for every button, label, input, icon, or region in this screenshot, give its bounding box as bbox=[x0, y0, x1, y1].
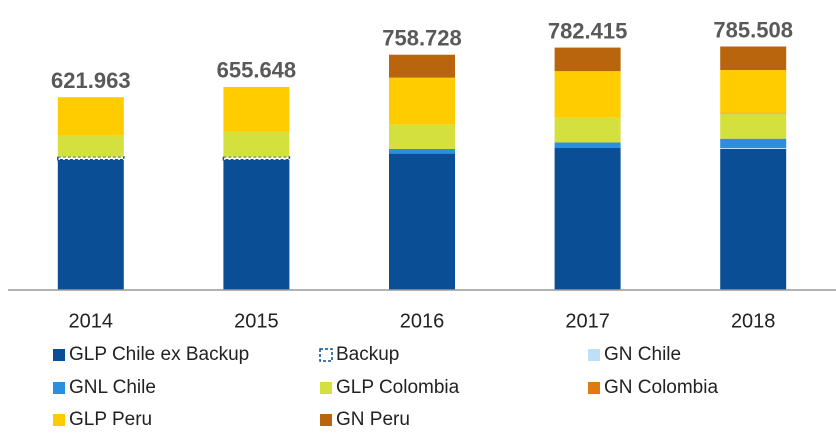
legend-swatch bbox=[53, 382, 65, 394]
legend-label: GLP Chile ex Backup bbox=[69, 344, 249, 365]
bar-segment bbox=[223, 86, 290, 132]
legend-swatch bbox=[320, 414, 332, 426]
legend-swatch bbox=[320, 382, 332, 394]
bar-segment bbox=[720, 46, 787, 71]
bar-segment bbox=[720, 113, 787, 139]
x-tick-label: 2015 bbox=[234, 310, 279, 332]
legend-label: GNL Chile bbox=[69, 377, 156, 398]
bar-segment bbox=[389, 148, 455, 154]
bar-segment bbox=[389, 124, 455, 149]
bar-segment bbox=[389, 77, 455, 125]
bar-segment bbox=[223, 159, 290, 290]
bar-segment bbox=[389, 54, 455, 78]
bar-segment bbox=[720, 138, 787, 149]
x-tick-label: 2016 bbox=[400, 310, 445, 332]
bar-segment bbox=[554, 142, 621, 149]
bar-segment bbox=[222, 155, 291, 161]
x-tick-label: 2014 bbox=[69, 310, 114, 332]
total-label: 655.648 bbox=[217, 58, 297, 83]
total-label: 621.963 bbox=[51, 68, 131, 93]
bar-segment bbox=[720, 148, 787, 149]
bar-segment bbox=[720, 148, 787, 290]
legend-label: Backup bbox=[336, 344, 399, 365]
legend-swatch bbox=[319, 348, 333, 362]
legend-label: GN Colombia bbox=[604, 377, 718, 398]
bar-segment bbox=[389, 153, 455, 290]
bar-segment bbox=[57, 97, 124, 136]
x-tick-label: 2017 bbox=[565, 310, 610, 332]
legend-label: GLP Peru bbox=[69, 409, 152, 430]
legend-label: GN Peru bbox=[336, 409, 410, 430]
legend-label: GLP Colombia bbox=[336, 377, 460, 398]
legend-label: GN Chile bbox=[604, 344, 681, 365]
total-label: 785.508 bbox=[713, 17, 793, 42]
total-label: 758.728 bbox=[382, 26, 462, 51]
bar-segment bbox=[554, 117, 621, 143]
bar-segment bbox=[57, 159, 124, 290]
bar-segment bbox=[554, 71, 621, 118]
bar-segment bbox=[720, 112, 787, 114]
legend-swatch bbox=[53, 349, 65, 361]
legend-swatch bbox=[588, 382, 600, 394]
bar-segment bbox=[720, 70, 787, 113]
legend-swatch bbox=[588, 349, 600, 361]
x-tick-label: 2018 bbox=[731, 310, 776, 332]
bar-segment bbox=[554, 148, 621, 290]
total-label: 782.415 bbox=[548, 18, 628, 43]
bar-segment bbox=[223, 131, 290, 157]
bar-segment bbox=[554, 47, 621, 72]
legend-swatch bbox=[53, 414, 65, 426]
bar-segment bbox=[57, 155, 125, 161]
bar-segment bbox=[57, 135, 124, 157]
